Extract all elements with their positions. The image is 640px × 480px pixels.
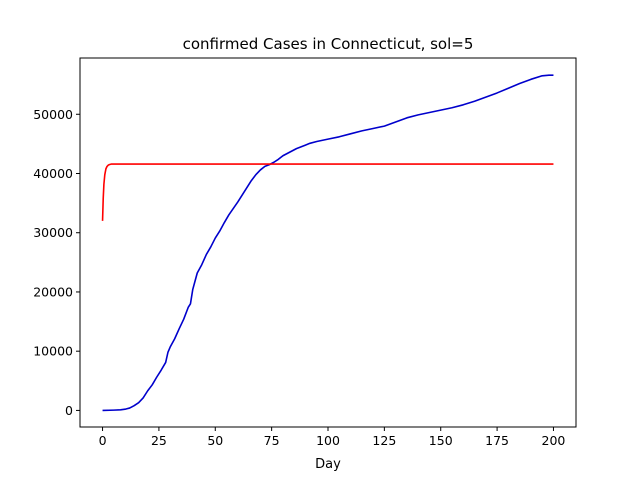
y-tick-label: 20000 xyxy=(33,284,73,299)
x-tick-label: 75 xyxy=(264,433,280,448)
x-tick-label: 125 xyxy=(372,433,396,448)
series-line-2 xyxy=(101,163,554,221)
y-tick-label: 30000 xyxy=(33,225,73,240)
x-tick-label: 200 xyxy=(542,433,566,448)
chart-title: confirmed Cases in Connecticut, sol=5 xyxy=(183,35,474,53)
y-tick-label: 50000 xyxy=(33,107,73,122)
x-tick-label: 175 xyxy=(485,433,509,448)
y-tick-label: 0 xyxy=(65,403,73,418)
x-tick-label: 0 xyxy=(99,433,107,448)
y-tick-label: 40000 xyxy=(33,166,73,181)
x-tick-label: 50 xyxy=(207,433,223,448)
plot-area: 0 25 50 75 100 125 150 175 200 0 10000 20000 30000 40… xyxy=(33,57,577,448)
x-tick-label: 150 xyxy=(429,433,453,448)
x-tick-label: 25 xyxy=(151,433,167,448)
y-tick-label: 10000 xyxy=(33,344,73,359)
series-line-1 xyxy=(102,74,554,412)
x-tick-label: 100 xyxy=(316,433,340,448)
x-axis-label: Day xyxy=(315,457,341,472)
